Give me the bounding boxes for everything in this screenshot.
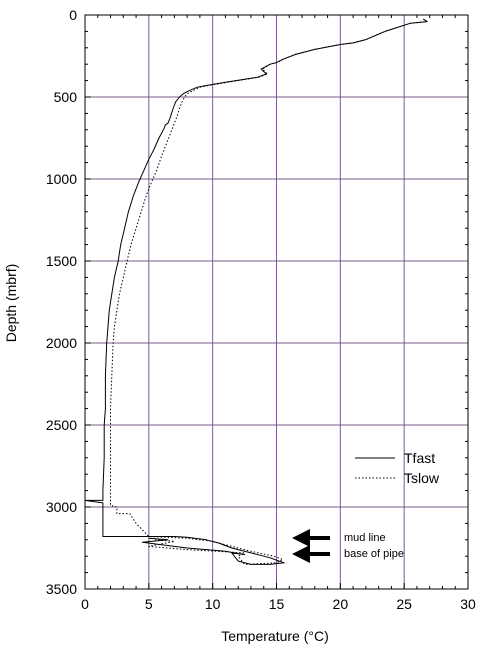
y-tick-label: 500 [54, 89, 78, 105]
x-tick-label: 5 [145, 596, 153, 612]
series-line-tslow [110, 18, 428, 565]
x-tick-label: 15 [269, 596, 285, 612]
y-tick-label: 3500 [46, 581, 77, 597]
x-tick-label: 10 [205, 596, 221, 612]
y-tick-label: 1500 [46, 253, 77, 269]
y-tick-label: 2500 [46, 417, 77, 433]
legend-label-tslow: Tslow [404, 470, 440, 486]
grid [85, 15, 468, 589]
y-tick-label: 0 [69, 7, 77, 23]
x-axis-title: Temperature (°C) [221, 628, 329, 644]
legend: Tfast Tslow [355, 450, 440, 486]
series-line-tfast [84, 18, 428, 565]
tick-labels: 0 5 10 15 20 25 30 0 500 1000 1500 2000 2500 3000 3500 [46, 7, 476, 612]
y-tick-label: 3000 [46, 499, 77, 515]
arrow-left-icon [292, 545, 330, 563]
annotation-mud-line: mud line [344, 532, 386, 544]
arrow-left-icon [292, 529, 330, 547]
y-tick-label: 1000 [46, 171, 77, 187]
x-tick-label: 20 [333, 596, 349, 612]
x-tick-label: 30 [460, 596, 476, 612]
annotations: mud line base of pipe [292, 529, 404, 563]
x-tick-label: 0 [81, 596, 89, 612]
x-tick-label: 25 [396, 596, 412, 612]
legend-label-tfast: Tfast [404, 450, 435, 466]
annotation-base-of-pipe: base of pipe [344, 548, 404, 560]
series-group [84, 18, 428, 565]
ticks [84, 14, 469, 590]
y-axis-title: Depth (mbrf) [3, 264, 19, 343]
y-tick-label: 2000 [46, 335, 77, 351]
